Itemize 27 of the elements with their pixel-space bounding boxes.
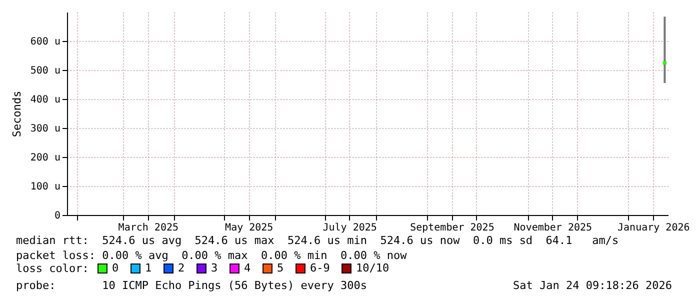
- legend-label: 1: [145, 262, 152, 275]
- x-tick-label: July 2025: [322, 222, 377, 234]
- legend-label: 2: [178, 262, 185, 275]
- legend-label: 10/10: [356, 262, 390, 275]
- legend-label: 5: [277, 262, 284, 275]
- x-tick-label: September 2025: [410, 222, 494, 234]
- y-tick-label: 100 u: [30, 182, 60, 192]
- y-tick-label: 600 u: [30, 36, 60, 48]
- y-tick-label: 200 u: [30, 152, 60, 164]
- legend-title: loss color:: [16, 262, 89, 275]
- y-tick-label: 500 u: [30, 66, 60, 76]
- x-tick-label: May 2025: [225, 222, 274, 234]
- legend-label: 6-9: [310, 262, 330, 275]
- text: probe: 10 ICMP Echo Pings (56 Bytes) every 300s: [16, 279, 367, 292]
- x-tick-label: November 2025: [514, 222, 592, 234]
- legend-label: 3: [211, 262, 218, 275]
- y-tick-label: 300 u: [30, 124, 60, 134]
- text: packet loss: 0.00 % avg 0.00 % max 0.00 % min 0.00 % now: [16, 249, 407, 262]
- x-tick-label: January 2026: [618, 222, 690, 234]
- y-tick-label: 400 u: [30, 94, 60, 106]
- y-axis-title: Seconds: [10, 90, 24, 138]
- legend-label: 0: [112, 262, 119, 275]
- x-tick-label: March 2025: [118, 222, 179, 234]
- legend-label: 4: [244, 262, 251, 275]
- y-tick-label: 0: [54, 210, 60, 222]
- text: Sat Jan 24 09:18:26 2026: [513, 279, 672, 292]
- text: median rtt: 524.6 us avg 524.6 us max 524.6 us min 524.6 us now 0.0 ms sd 64.1 am/s: [16, 234, 619, 247]
